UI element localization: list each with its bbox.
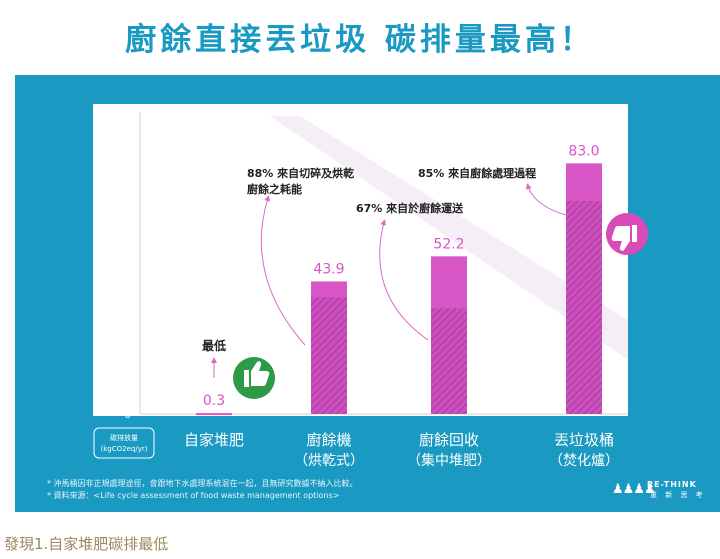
category-label: 自家堆肥 [184, 431, 244, 449]
category-sublabel: （焚化爐） [549, 453, 619, 469]
footnote-1: * 沖馬桶因非正規處理途徑，會跟地下水處理系統混在一起，且無研究數據不納入比較。 [47, 479, 358, 488]
category-label: 廚餘機 [306, 431, 351, 449]
category-label: 廚餘回收 [419, 431, 479, 449]
bar-hatched-segment [566, 200, 602, 414]
y-tick-label: 50 [118, 259, 131, 270]
chart-title: 廚餘直接丟垃圾 碳排量最高！ [125, 22, 595, 58]
footnote-2: * 資料來源：<Life cycle assessment of food wa… [47, 491, 340, 500]
annotation-text: 67% 來自於廚餘運送 [356, 201, 464, 215]
annotation-arrow [379, 219, 429, 341]
category-sublabel: （烘乾式） [294, 453, 364, 469]
logo-figures-icon: ♟♟♟♟ [612, 482, 656, 497]
thumbs-up-glyph [244, 361, 270, 387]
y-axis-unit: (kgCO2eq/yr) [101, 445, 148, 453]
annotation-arrow [260, 195, 306, 346]
logo-brand: RE-THINK [647, 480, 697, 489]
rethink-logo: ♟♟♟♟ RE-THINK 重 新 思 考 [612, 478, 712, 500]
data-label: 43.9 [313, 261, 344, 277]
data-label: 52.2 [433, 236, 464, 252]
bar-hatched-segment [311, 297, 347, 414]
y-axis-label-box [93, 427, 155, 459]
bar-hatched-segment [431, 308, 467, 414]
annotation-text: 88% 來自切碎及烘乾 [247, 166, 354, 180]
plot-decoration [270, 116, 628, 360]
bar [196, 413, 232, 416]
category-label: 丟垃圾桶 [554, 431, 614, 449]
y-tick-label: 100 [112, 108, 131, 119]
figure-caption: 發現1.自家堆肥碳排最低 [4, 535, 169, 553]
data-label: 0.3 [203, 393, 225, 409]
annotation-text: 85% 來自廚餘處理過程 [418, 166, 536, 180]
annotation-text: 廚餘之耗能 [247, 182, 302, 196]
data-label: 83.0 [568, 143, 599, 159]
logo-subtitle: 重 新 思 考 [650, 491, 706, 499]
y-axis-label: 碳排放量 [110, 433, 138, 442]
y-tick-label: 0 [125, 410, 131, 421]
annotation-arrow [525, 183, 567, 216]
annotation-text: 最低 [202, 338, 226, 353]
thumbs-down-glyph [611, 225, 637, 251]
category-sublabel: （集中堆肥） [407, 452, 491, 469]
